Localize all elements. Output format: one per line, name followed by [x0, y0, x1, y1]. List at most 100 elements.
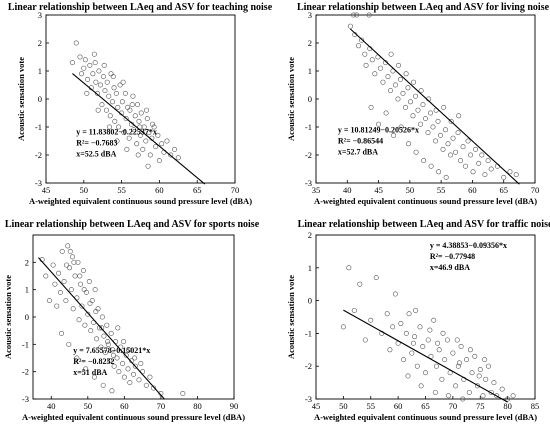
data-point [443, 127, 449, 133]
y-tick-label: -3 [305, 178, 312, 188]
data-point [86, 278, 92, 284]
data-point [427, 327, 433, 333]
x-tick-label: 40 [47, 401, 56, 411]
y-tick-label: -2 [35, 150, 42, 160]
data-point [70, 306, 76, 312]
data-point [99, 314, 105, 320]
data-point [436, 169, 442, 175]
data-point [114, 355, 120, 361]
fit-annotation: y = 11.83802−0.22537*x [76, 127, 157, 136]
data-point [98, 344, 104, 350]
panel-2: Linear relationship between LAeq and ASV… [286, 2, 550, 206]
data-point [494, 393, 500, 399]
data-point [71, 259, 77, 265]
data-point [411, 79, 417, 85]
y-tick-label: 1 [25, 285, 29, 295]
data-point [420, 102, 426, 108]
x-tick-label: 50 [339, 401, 348, 411]
y-tick-label: 2 [25, 257, 29, 267]
data-point [99, 325, 105, 331]
fit-annotation: x=52.7 dBA [338, 148, 378, 157]
data-point [91, 51, 97, 57]
x-tick-label: 65 [421, 401, 430, 411]
y-tick-label: 0 [38, 94, 42, 104]
panel-4: Linear relationship between LAeq and ASV… [286, 219, 550, 422]
data-point [126, 347, 132, 353]
fit-annotation: R²= −0.8232 [73, 357, 114, 366]
data-point [363, 62, 369, 68]
fit-annotation: R²= −0.7683 [76, 138, 117, 147]
panel-1: Linear relationship between LAeq and ASV… [8, 2, 273, 206]
x-tick-label: 60 [155, 185, 164, 195]
data-point [146, 130, 152, 136]
data-point [468, 152, 474, 158]
data-point [392, 82, 398, 88]
data-point [180, 391, 186, 397]
plot-frame [45, 14, 236, 184]
data-point [125, 366, 131, 372]
y-tick-label: 1 [38, 66, 42, 76]
data-point [132, 355, 138, 361]
data-point [442, 357, 448, 363]
data-point [488, 166, 494, 172]
data-point [111, 85, 117, 91]
data-point [135, 152, 141, 158]
data-point [105, 341, 111, 347]
data-point [450, 350, 456, 356]
data-point [82, 57, 88, 63]
data-point [357, 281, 363, 287]
data-point [428, 110, 434, 116]
y-axis-label: Acoustic sensation vote [286, 275, 296, 359]
fit-annotation: x=52.5 dBA [76, 149, 116, 158]
data-point [113, 90, 119, 96]
data-point [410, 340, 416, 346]
data-point [68, 287, 74, 293]
data-point [406, 311, 412, 317]
data-point [124, 146, 130, 152]
data-point [79, 71, 85, 77]
data-point [402, 104, 408, 110]
data-point [126, 135, 132, 141]
data-point [116, 124, 122, 130]
data-point [458, 344, 464, 350]
data-point [369, 57, 375, 63]
data-point [82, 322, 88, 328]
data-point [482, 172, 488, 178]
data-point [92, 60, 98, 66]
data-point [131, 127, 137, 133]
data-point [450, 135, 456, 141]
data-point [120, 360, 126, 366]
data-point [101, 62, 107, 68]
data-point [122, 90, 128, 96]
data-point [383, 110, 389, 116]
fit-line [72, 73, 206, 185]
y-tick-label: -1 [22, 339, 29, 349]
data-point [59, 330, 65, 336]
data-point [377, 65, 383, 71]
fit-annotation: y = 7.65578−0.15021*x [73, 346, 150, 355]
data-point [50, 262, 56, 268]
data-point [384, 311, 390, 317]
data-point [485, 363, 491, 369]
data-point [104, 322, 110, 328]
data-point [93, 309, 99, 315]
data-point [63, 298, 69, 304]
data-point [432, 389, 438, 395]
data-point [415, 107, 421, 113]
data-point [121, 130, 127, 136]
data-point [121, 374, 127, 380]
data-point [91, 374, 97, 380]
data-point [132, 113, 138, 119]
data-point [136, 118, 142, 124]
x-axis-label: A-weighted equivalent continuous sound p… [314, 196, 537, 206]
data-point [103, 107, 109, 113]
data-point [412, 334, 418, 340]
y-tick-label: -1 [35, 122, 42, 132]
data-point [406, 141, 412, 147]
y-tick-label: -1 [305, 328, 312, 338]
data-point [147, 374, 153, 380]
data-point [403, 71, 409, 77]
data-point [153, 144, 159, 150]
data-point [56, 270, 62, 276]
